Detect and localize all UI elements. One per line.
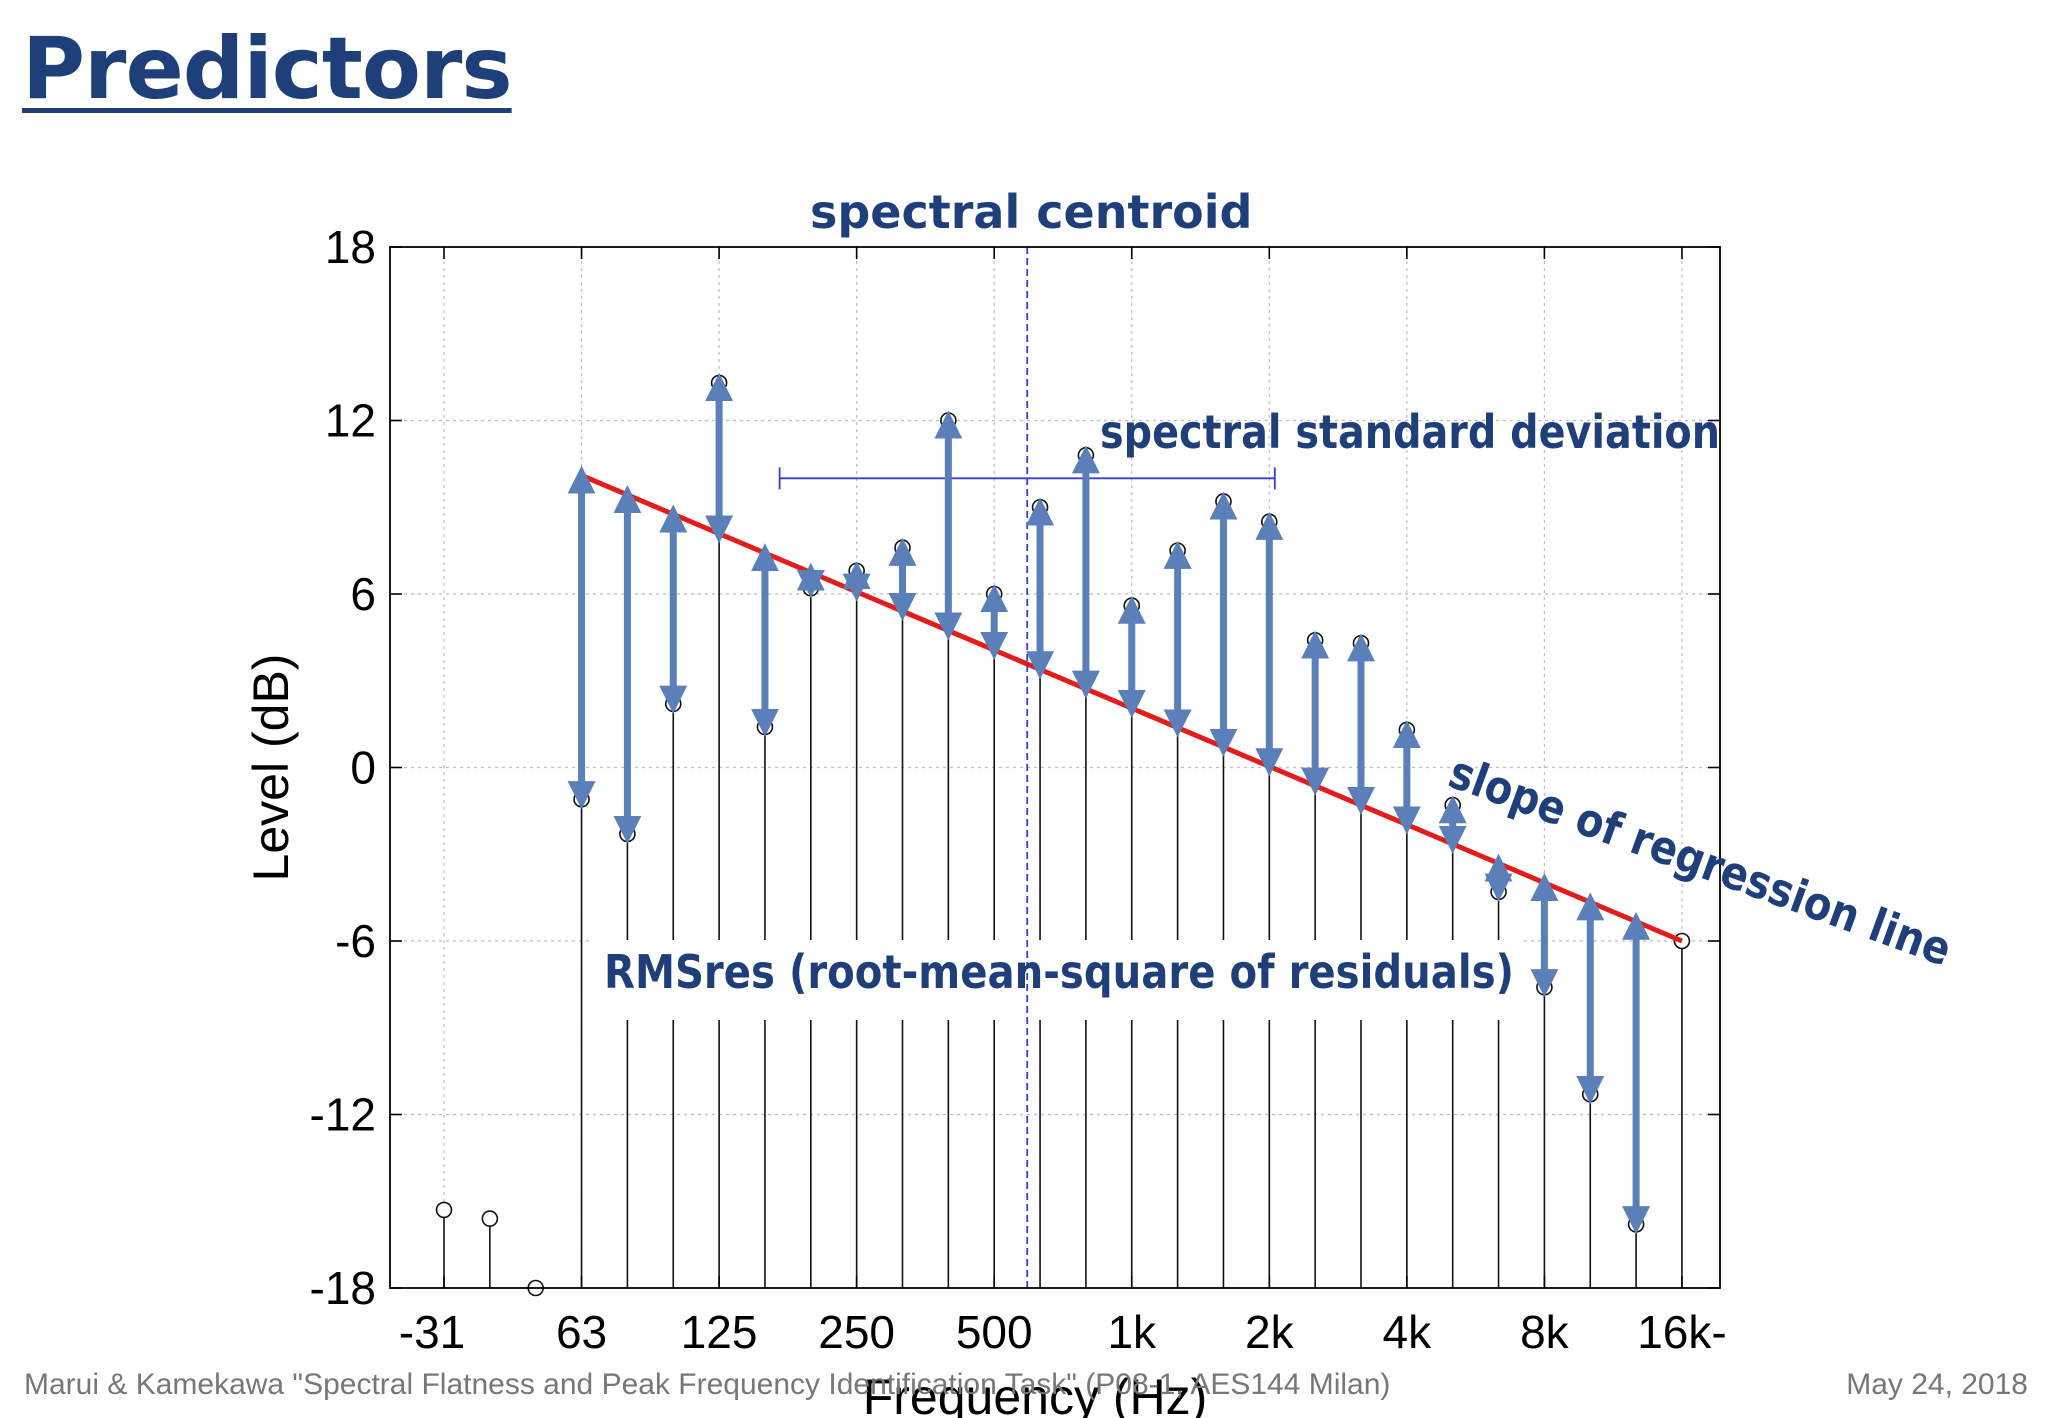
x-tick-label: 250 (818, 1306, 895, 1358)
x-tick-label: 63 (556, 1306, 607, 1358)
y-tick-label: 18 (325, 221, 376, 273)
footer-date: May 24, 2018 (1846, 1368, 2028, 1401)
footer-citation: Marui & Kamekawa "Spectral Flatness and … (24, 1368, 1391, 1401)
y-tick-label: -18 (310, 1262, 376, 1314)
x-tick-label: -31 (399, 1306, 465, 1358)
labels: 18 12 6 0 -6 -12 -18 -31 63 125 250 500 1k 2k 4k 8k 16k-… (243, 185, 1959, 1418)
y-axis-label: Level (dB) (243, 654, 299, 882)
y-tick-label: 12 (325, 395, 376, 447)
axes-frame (389, 246, 1721, 1289)
x-tick-label: 2k (1245, 1306, 1295, 1358)
spectral-std-label: spectral standard deviation (1100, 405, 1720, 459)
rmsres-label: RMSres (root-mean-square of residuals) (604, 945, 1514, 999)
y-tick-label: -6 (335, 915, 376, 967)
y-tick-label: 6 (350, 568, 376, 620)
x-tick-label: 125 (681, 1306, 758, 1358)
residual-arrows (567, 373, 1651, 1235)
stem-marker-band-31.5 (435, 1201, 453, 1219)
x-tick-label: 500 (956, 1306, 1033, 1358)
y-tick-label: 0 (350, 742, 376, 794)
stem-marker-band-40 (481, 1210, 499, 1227)
y-tick-label: -12 (310, 1089, 376, 1141)
x-tick-label: 16k- (1637, 1306, 1726, 1358)
slide-title: Predictors (22, 19, 513, 119)
x-tick-label: 4k (1383, 1306, 1433, 1358)
label-backdrop (590, 940, 1520, 1020)
spectral-centroid-label: spectral centroid (810, 185, 1252, 239)
x-axis-label: Frequency (Hz) (863, 1369, 1208, 1418)
x-tick-label: 8k (1520, 1306, 1570, 1358)
x-tick-label: 1k (1107, 1306, 1157, 1358)
